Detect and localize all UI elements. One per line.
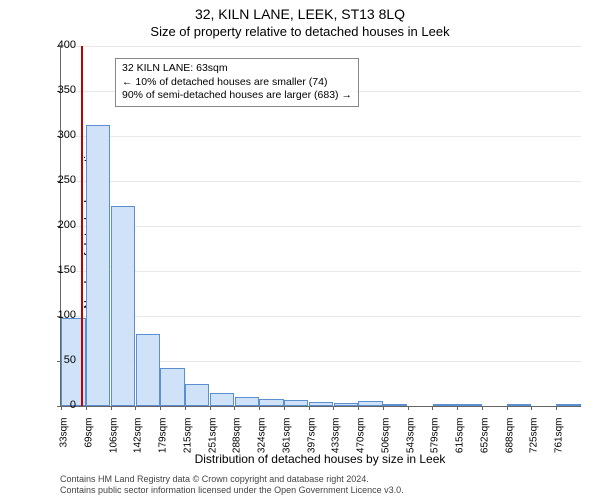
y-tick-label: 350 (36, 84, 76, 96)
x-tick-label: 288sqm (232, 418, 243, 458)
x-tick-label: 725sqm (529, 418, 540, 458)
gridline (61, 46, 581, 47)
x-tick-label: 179sqm (158, 418, 169, 458)
gridline (61, 226, 581, 227)
x-tick-mark (86, 406, 87, 410)
y-tick-label: 100 (36, 309, 76, 321)
x-tick-mark (507, 406, 508, 410)
x-tick-mark (111, 406, 112, 410)
x-tick-mark (531, 406, 532, 410)
x-tick-mark (358, 406, 359, 410)
histogram-bar (433, 404, 457, 406)
x-tick-label: 324sqm (257, 418, 268, 458)
x-tick-label: 688sqm (504, 418, 515, 458)
histogram-bar (210, 393, 234, 407)
x-tick-label: 506sqm (380, 418, 391, 458)
x-tick-label: 106sqm (108, 418, 119, 458)
histogram-bar (309, 402, 333, 406)
y-tick-label: 400 (36, 39, 76, 51)
gridline (61, 136, 581, 137)
chart-container: 32, KILN LANE, LEEK, ST13 8LQ Size of pr… (0, 0, 600, 500)
histogram-bar (136, 334, 160, 406)
y-tick-label: 300 (36, 129, 76, 141)
x-tick-mark (185, 406, 186, 410)
histogram-bar (507, 404, 531, 406)
x-tick-label: 251sqm (207, 418, 218, 458)
x-tick-mark (432, 406, 433, 410)
histogram-bar (86, 125, 110, 406)
x-tick-mark (408, 406, 409, 410)
x-tick-mark (556, 406, 557, 410)
x-tick-mark (135, 406, 136, 410)
credit-text: Contains HM Land Registry data © Crown c… (60, 474, 580, 496)
y-tick-label: 50 (36, 354, 76, 366)
x-tick-mark (234, 406, 235, 410)
x-tick-mark (259, 406, 260, 410)
annotation-line-1: 32 KILN LANE: 63sqm (122, 62, 352, 76)
x-tick-label: 361sqm (281, 418, 292, 458)
x-tick-mark (210, 406, 211, 410)
x-tick-label: 615sqm (455, 418, 466, 458)
x-tick-mark (284, 406, 285, 410)
annotation-line-2: ← 10% of detached houses are smaller (74… (122, 76, 352, 90)
histogram-bar (284, 400, 308, 406)
gridline (61, 271, 581, 272)
x-tick-label: 215sqm (182, 418, 193, 458)
gridline (61, 316, 581, 317)
x-tick-mark (383, 406, 384, 410)
x-tick-mark (160, 406, 161, 410)
y-tick-label: 0 (36, 399, 76, 411)
y-tick-label: 200 (36, 219, 76, 231)
x-tick-label: 761sqm (554, 418, 565, 458)
histogram-bar (160, 368, 184, 406)
chart-title-description: Size of property relative to detached ho… (0, 24, 600, 39)
y-tick-label: 250 (36, 174, 76, 186)
x-tick-label: 579sqm (430, 418, 441, 458)
credit-line-2: Contains public sector information licen… (60, 485, 580, 496)
histogram-bar (334, 403, 358, 406)
chart-title-address: 32, KILN LANE, LEEK, ST13 8LQ (0, 6, 600, 22)
gridline (61, 181, 581, 182)
y-tick-label: 150 (36, 264, 76, 276)
histogram-bar (457, 404, 481, 406)
histogram-bar (111, 206, 135, 406)
x-tick-label: 652sqm (479, 418, 490, 458)
histogram-bar (259, 399, 283, 406)
x-tick-label: 397sqm (306, 418, 317, 458)
histogram-bar (358, 401, 382, 406)
histogram-bar (556, 404, 580, 406)
property-marker-line (81, 46, 83, 406)
annotation-box: 32 KILN LANE: 63sqm← 10% of detached hou… (115, 58, 359, 107)
x-tick-mark (457, 406, 458, 410)
histogram-bar (235, 397, 259, 406)
x-tick-mark (482, 406, 483, 410)
x-tick-label: 433sqm (331, 418, 342, 458)
x-tick-mark (309, 406, 310, 410)
x-tick-label: 69sqm (83, 418, 94, 458)
x-tick-label: 142sqm (133, 418, 144, 458)
x-tick-label: 543sqm (405, 418, 416, 458)
x-tick-mark (333, 406, 334, 410)
histogram-bar (185, 384, 209, 407)
x-tick-label: 470sqm (356, 418, 367, 458)
annotation-line-3: 90% of semi-detached houses are larger (… (122, 89, 352, 103)
credit-line-1: Contains HM Land Registry data © Crown c… (60, 474, 580, 485)
plot-area: 32 KILN LANE: 63sqm← 10% of detached hou… (60, 46, 581, 407)
histogram-bar (383, 404, 407, 406)
x-tick-label: 33sqm (59, 418, 70, 458)
